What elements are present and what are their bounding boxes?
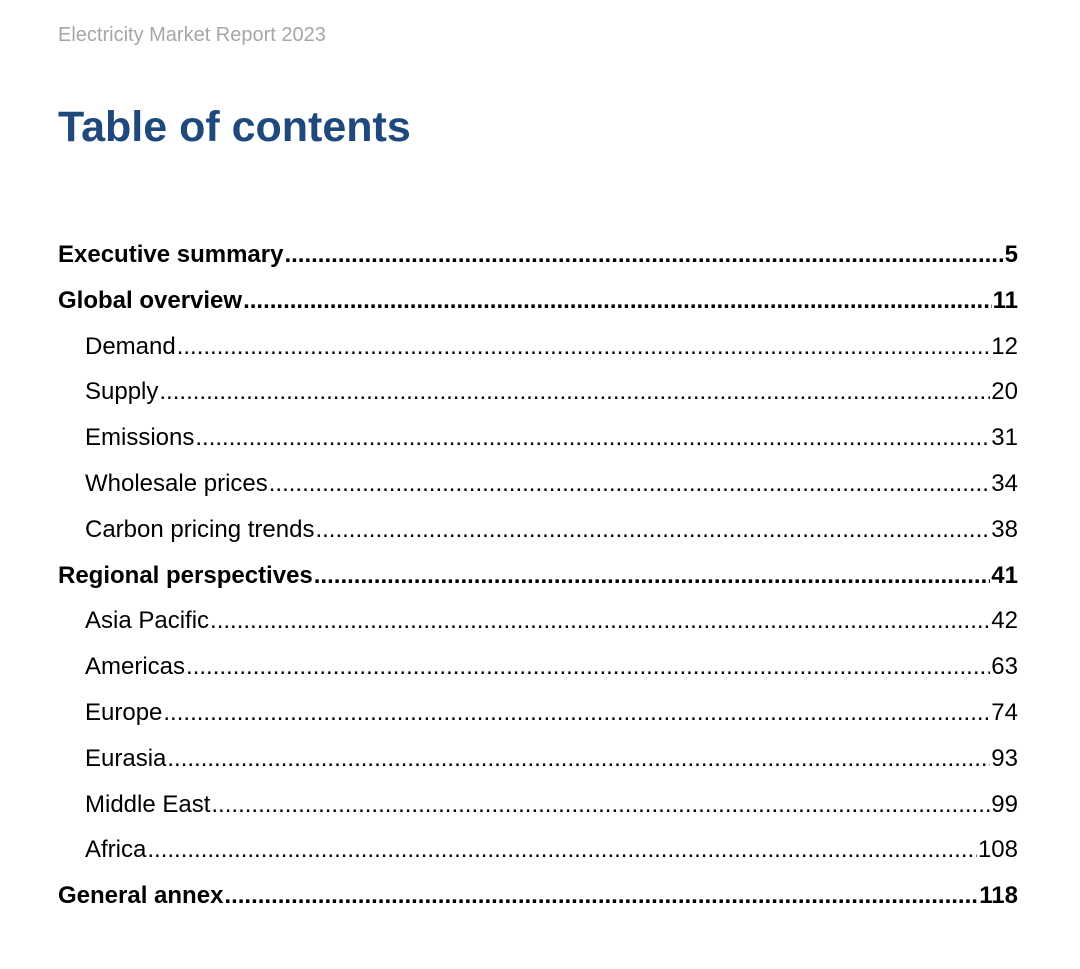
- toc-entry-label: Supply: [85, 378, 159, 406]
- running-header: Electricity Market Report 2023: [58, 24, 326, 46]
- toc-page-number: 31: [991, 424, 1018, 452]
- dot-leader: [243, 278, 992, 324]
- toc-page-number: 38: [991, 515, 1018, 543]
- toc-entry-asia-pacific[interactable]: Asia Pacific 42: [58, 598, 1018, 644]
- dot-leader: [224, 873, 978, 919]
- dot-leader: [210, 598, 990, 644]
- toc-entry-label: Executive summary: [58, 241, 284, 268]
- toc-page-number: 118: [979, 882, 1018, 910]
- toc-entry-label: General annex: [58, 882, 224, 910]
- toc-entry-executive-summary[interactable]: Executive summary 5: [58, 232, 1018, 278]
- toc-entry-wholesale-prices[interactable]: Wholesale prices 34: [58, 461, 1018, 507]
- toc-page-number: 42: [991, 607, 1018, 635]
- toc-entry-label: Emissions: [85, 424, 195, 452]
- toc-entry-general-annex[interactable]: General annex 118: [58, 873, 1018, 919]
- dot-leader: [314, 553, 991, 599]
- toc-page-number: 108: [977, 836, 1018, 864]
- toc-entry-label: Middle East: [85, 790, 211, 818]
- toc-page-number: 93: [991, 744, 1018, 772]
- dot-leader: [167, 736, 990, 782]
- toc-entry-label: Demand: [85, 332, 176, 360]
- dot-leader: [159, 369, 990, 415]
- dot-leader: [269, 461, 991, 507]
- toc-entry-label: Wholesale prices: [85, 469, 268, 497]
- toc-entry-label: Carbon pricing trends: [85, 515, 315, 543]
- toc-page-number: 74: [991, 698, 1018, 726]
- toc-entry-supply[interactable]: Supply 20: [58, 369, 1018, 415]
- toc-entry-middle-east[interactable]: Middle East 99: [58, 782, 1018, 828]
- toc-entry-global-overview[interactable]: Global overview 11: [58, 278, 1018, 324]
- toc-entry-label: Eurasia: [85, 744, 167, 772]
- toc-entry-label: Global overview: [58, 286, 243, 314]
- dot-leader: [147, 827, 977, 873]
- dot-leader: [284, 232, 1003, 278]
- toc-entry-carbon-pricing-trends[interactable]: Carbon pricing trends 38: [58, 507, 1018, 553]
- toc-entry-label: Europe: [85, 698, 163, 726]
- toc-entry-africa[interactable]: Africa 108: [58, 827, 1018, 873]
- toc-page-number: 34: [991, 469, 1018, 497]
- dot-leader: [163, 690, 990, 736]
- table-of-contents: Executive summary 5 Global overview 11 D…: [58, 232, 1018, 919]
- dot-leader: [211, 782, 990, 828]
- toc-page-number: 63: [991, 653, 1018, 681]
- toc-entry-emissions[interactable]: Emissions 31: [58, 415, 1018, 461]
- dot-leader: [315, 507, 990, 553]
- toc-page-number: 41: [991, 561, 1018, 589]
- toc-entry-label: Regional perspectives: [58, 561, 313, 589]
- toc-page-number: 99: [991, 790, 1018, 818]
- toc-entry-europe[interactable]: Europe 74: [58, 690, 1018, 736]
- page-title: Table of contents: [58, 103, 411, 151]
- toc-entry-americas[interactable]: Americas 63: [58, 644, 1018, 690]
- toc-entry-regional-perspectives[interactable]: Regional perspectives 41: [58, 553, 1018, 599]
- toc-page-number: 20: [991, 378, 1018, 406]
- toc-entry-label: Americas: [85, 653, 186, 681]
- dot-leader: [186, 644, 990, 690]
- toc-entry-demand[interactable]: Demand 12: [58, 324, 1018, 370]
- toc-entry-eurasia[interactable]: Eurasia 93: [58, 736, 1018, 782]
- toc-page-number: 11: [992, 286, 1018, 314]
- toc-page-number: 5: [1004, 241, 1018, 268]
- dot-leader: [195, 415, 990, 461]
- dot-leader: [177, 324, 991, 370]
- toc-entry-label: Asia Pacific: [85, 607, 210, 635]
- toc-page-number: 12: [991, 332, 1018, 360]
- toc-entry-label: Africa: [85, 836, 147, 864]
